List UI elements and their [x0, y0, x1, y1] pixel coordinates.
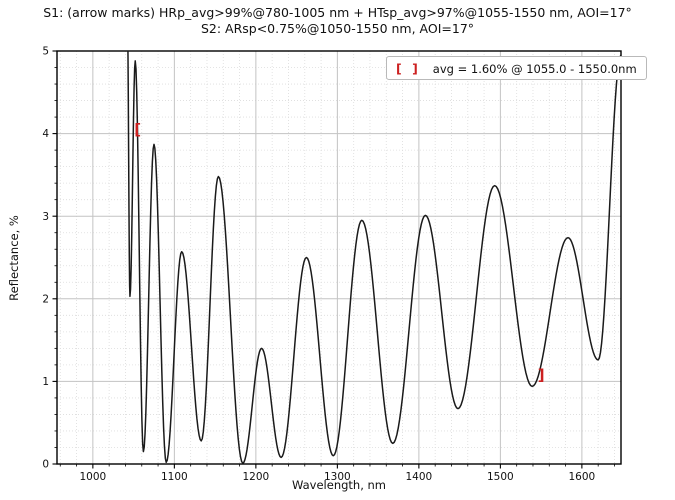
x-tick-label: 1000	[79, 471, 106, 483]
y-axis-label: Reflectance, %	[7, 215, 21, 301]
y-tick-label: 3	[42, 211, 49, 223]
y-tick-label: 5	[42, 46, 49, 58]
bracket-marker: ]	[538, 366, 545, 384]
y-tick-label: 2	[42, 293, 49, 305]
y-tick-label: 0	[42, 459, 49, 471]
plot-border	[56, 50, 622, 465]
reflectance-curve	[127, 51, 621, 464]
chart-title-line1: S1: (arrow marks) HRp_avg>99%@780-1005 n…	[43, 5, 632, 20]
legend-box: [ ] avg = 1.60% @ 1055.0 - 1550.0nm	[386, 56, 647, 80]
y-tick-label: 1	[42, 376, 49, 388]
x-tick-label: 1100	[161, 471, 188, 483]
x-tick-label: 1300	[324, 471, 351, 483]
chart-title-line2: S2: ARsp<0.75%@1050-1550 nm, AOI=17°	[200, 21, 475, 36]
legend-label: avg = 1.60% @ 1055.0 - 1550.0nm	[432, 61, 637, 76]
chart-title: S1: (arrow marks) HRp_avg>99%@780-1005 n…	[0, 5, 675, 37]
x-tick-label: 1400	[406, 471, 433, 483]
x-tick-label: 1500	[487, 471, 514, 483]
x-tick-label: 1600	[569, 471, 596, 483]
bracket-marker: [	[134, 120, 141, 138]
x-axis-label: Wavelength, nm	[291, 478, 387, 492]
legend-bracket-marker: [ ]	[396, 61, 421, 76]
x-tick-label: 1200	[242, 471, 269, 483]
y-tick-label: 4	[42, 128, 49, 140]
